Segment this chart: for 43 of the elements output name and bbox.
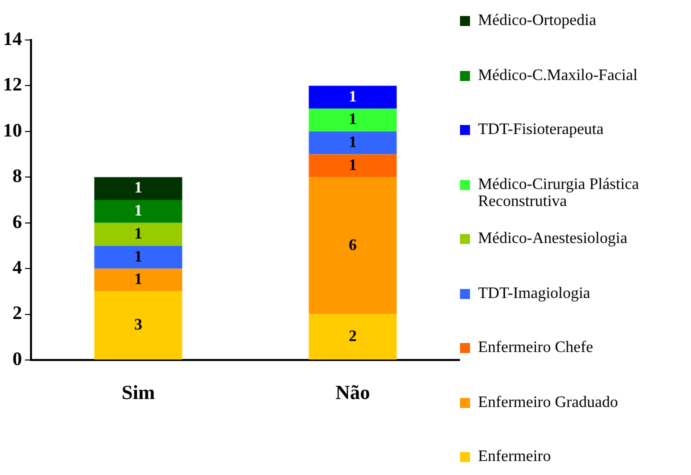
y-tick-label: 4 (12, 257, 22, 278)
data-label: 1 (348, 88, 357, 106)
x-tick-label: Não (336, 382, 370, 404)
bar (308, 108, 397, 132)
y-tick-label: 12 (3, 74, 22, 96)
legend-label: Enfermeiro (478, 448, 551, 465)
bar (308, 154, 397, 178)
bar (308, 86, 397, 109)
legend-label: Enfermeiro Graduado (478, 394, 618, 410)
y-tick-label: 2 (12, 303, 22, 324)
bar (94, 222, 182, 246)
data-label: 1 (348, 134, 357, 151)
y-tick-label: 8 (12, 166, 22, 188)
data-label: 1 (134, 225, 142, 242)
legend-label: Médico-Anestesiologia (478, 230, 628, 247)
legend-label: Médico-C.Maxilo-Facial (478, 66, 638, 84)
bar (94, 200, 182, 223)
bar (94, 268, 182, 292)
data-label: 1 (134, 248, 142, 266)
bar (308, 314, 397, 360)
data-label: 1 (348, 156, 357, 174)
bar (308, 131, 397, 154)
legend-label: Enfermeiro Chefe (478, 339, 594, 356)
data-label: 3 (134, 316, 142, 334)
data-label: 1 (134, 202, 142, 220)
bar (94, 246, 182, 269)
y-tick-label: 0 (12, 348, 22, 370)
data-label: 6 (348, 236, 357, 254)
data-label: 2 (348, 328, 357, 346)
bar (308, 177, 397, 314)
legend-label: TDT-Fisioterapeuta (478, 121, 604, 138)
y-tick-label: 10 (3, 120, 22, 142)
legend-label: Médico-Cirurgia Plástica Reconstrutiva (478, 176, 640, 210)
y-tick-label: 6 (12, 212, 22, 233)
data-label: 1 (134, 271, 142, 288)
x-tick-label: Sim (122, 382, 156, 404)
y-tick-label: 14 (3, 28, 22, 50)
data-label: 1 (348, 111, 357, 128)
data-label: 1 (134, 180, 142, 197)
legend-label: Médico-Ortopedia (478, 12, 596, 29)
bar (94, 177, 182, 200)
bar (94, 291, 182, 360)
legend-label: TDT-Imagiologia (478, 284, 590, 302)
